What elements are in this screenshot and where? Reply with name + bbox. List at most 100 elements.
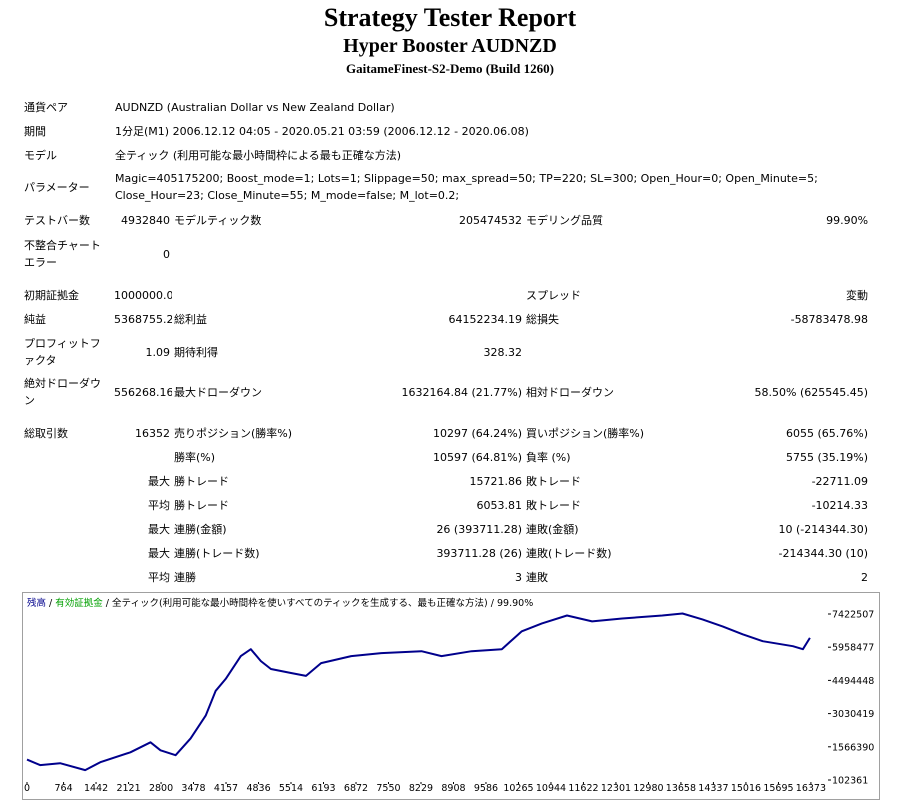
stat-label: 連敗(金額) (526, 522, 579, 536)
x-tick-label: 8229 (409, 783, 433, 794)
report-table: 通貨ペア AUDNZD (Australian Dollar vs New Zea… (22, 95, 870, 589)
x-tick-label: 1442 (84, 783, 108, 794)
stats-row: 最大 連勝(トレード数) 393711.28 (26) 連敗(トレード数) -21434… (22, 541, 870, 565)
report-title: Strategy Tester Report (323, 3, 577, 32)
y-tick-label: 5958477 (832, 643, 874, 654)
chart-frame (22, 592, 880, 800)
stats-row: 勝率(%) 10597 (64.81%) 負率 (%) 5755 (35.19%) (22, 445, 870, 469)
stat-label: 最大ドローダウン (174, 385, 262, 399)
x-tick-label: 15695 (763, 783, 793, 794)
x-tick-label: 6872 (344, 783, 368, 794)
field-value: 全ティック (利用可能な最小時間枠による最も正確な方法) (115, 148, 402, 162)
stat-label: 総損失 (526, 312, 559, 326)
field-label: パラメーター (24, 180, 90, 194)
y-tick-label: 4494448 (832, 676, 874, 687)
stat-label: 不整合チャートエラー (24, 239, 101, 269)
stat-label (524, 331, 697, 373)
stat-value: -10214.33 (811, 498, 869, 512)
stat-label (524, 233, 697, 275)
stat-label: 総取引数 (24, 426, 68, 440)
x-tick-label: 2800 (149, 783, 173, 794)
stat-value: 変動 (846, 288, 869, 302)
stat-value: 3 (515, 570, 522, 584)
stat-label: 売りポジション(勝率%) (174, 426, 293, 440)
legend-entry: 残高 (27, 597, 46, 609)
summary-row: モデル 全ティック (利用可能な最小時間枠による最も正確な方法) (22, 143, 870, 167)
stat-label (22, 565, 112, 589)
stat-value: 6055 (65.76%) (786, 426, 869, 440)
legend-entry: 有効証拠金 (55, 597, 103, 609)
stat-label: テストバー数 (24, 213, 90, 227)
legend-separator: / (103, 598, 112, 609)
stats-row: 総取引数 16352 売りポジション(勝率%) 10297 (64.24%) 買いポジシ… (22, 421, 870, 445)
stats-row: 絶対ドローダウン 556268.16 最大ドローダウン 1632164.84 (21.… (22, 373, 870, 411)
x-tick-label: 14337 (698, 783, 728, 794)
field-label: 期間 (24, 124, 46, 138)
stat-label: 連敗(トレード数) (526, 546, 612, 560)
stat-value: 最大 (148, 546, 170, 560)
stat-label: 敗トレード (526, 474, 581, 488)
stat-label (22, 493, 112, 517)
stat-value: 10 (-214344.30) (778, 522, 869, 536)
stat-value: 64152234.19 (448, 312, 522, 326)
legend-separator: / (46, 598, 55, 609)
stat-value: 1632164.84 (21.77%) (401, 385, 522, 399)
stat-value: 15721.86 (469, 474, 523, 488)
stat-label: 相対ドローダウン (526, 385, 614, 399)
stats-row: 初期証拠金 1000000.00 スプレッド 変動 (22, 283, 870, 307)
stat-value: 0 (163, 247, 170, 261)
y-tick-label: 1566390 (832, 742, 874, 753)
field-value: AUDNZD (Australian Dollar vs New Zealand… (115, 100, 395, 114)
y-tick-label: 7422507 (832, 609, 874, 620)
stat-value: 4932840 (121, 213, 170, 227)
stat-label: プロフィットファクタ (24, 337, 101, 367)
x-tick-label: 12980 (633, 783, 663, 794)
stat-label (22, 517, 112, 541)
stats-row: 不整合チャートエラー 0 (22, 233, 870, 275)
stat-value: 58.50% (625545.45) (754, 385, 869, 399)
x-tick-label: 15016 (731, 783, 761, 794)
stat-label: 連勝(トレード数) (174, 546, 260, 560)
x-tick-label: 4157 (214, 783, 238, 794)
stat-value (352, 283, 524, 307)
stat-value (112, 445, 172, 469)
stat-label: 連勝(金額) (174, 522, 227, 536)
stat-label: 連勝 (174, 570, 196, 584)
x-tick-label: 12301 (601, 783, 631, 794)
x-tick-label: 3478 (181, 783, 205, 794)
field-label: 通貨ペア (24, 100, 68, 114)
stat-value: 10597 (64.81%) (432, 450, 522, 464)
balance-chart: 残高 / 有効証拠金 / 全ティック(利用可能な最小時間枠を使いすべてのティック… (22, 592, 880, 800)
stat-label: 連敗 (526, 570, 548, 584)
stat-value: 6053.81 (476, 498, 523, 512)
field-value: 1分足(M1) 2006.12.12 04:05 - 2020.05.21 03… (115, 124, 529, 138)
stat-label (22, 541, 112, 565)
spacer-row (22, 411, 870, 421)
stat-value: 5368755.21 (114, 312, 172, 326)
stats-row: 純益 5368755.21総利益 64152234.19 総損失 -58783478.9… (22, 307, 870, 331)
stat-value: 1000000.00 (114, 288, 172, 302)
x-tick-label: 9586 (474, 783, 498, 794)
stats-row: テストバー数 4932840 モデルティック数 205474532 モデリング品質 99.… (22, 207, 870, 233)
stat-label: 勝トレード (174, 498, 229, 512)
stats-row: 平均 連勝 3 連敗 2 (22, 565, 870, 589)
stat-label: 負率 (%) (526, 450, 571, 464)
x-tick-label: 16373 (796, 783, 826, 794)
stat-label: 敗トレード (526, 498, 581, 512)
x-tick-label: 13658 (666, 783, 696, 794)
stat-value: 16352 (135, 426, 170, 440)
stat-label: モデリング品質 (526, 213, 603, 227)
summary-row: 期間 1分足(M1) 2006.12.12 04:05 - 2020.05.21 … (22, 119, 870, 143)
y-tick-label: 3030419 (832, 709, 874, 720)
stat-value: 2 (861, 570, 869, 584)
stat-label: 勝率(%) (174, 450, 216, 464)
x-tick-label: 5514 (279, 783, 303, 794)
stat-label: 期待利得 (174, 345, 218, 359)
balance-line (26, 612, 811, 772)
report-subtitle: Hyper Booster AUDNZD (343, 35, 557, 57)
stat-value (352, 233, 524, 275)
stat-value: 556268.16 (114, 385, 172, 399)
stats-row: プロフィットファクタ 1.09 期待利得 328.32 (22, 331, 870, 373)
legend-text: 全ティック(利用可能な最小時間枠を使いすべてのティックを生成する、最も正確な方法… (112, 597, 488, 609)
